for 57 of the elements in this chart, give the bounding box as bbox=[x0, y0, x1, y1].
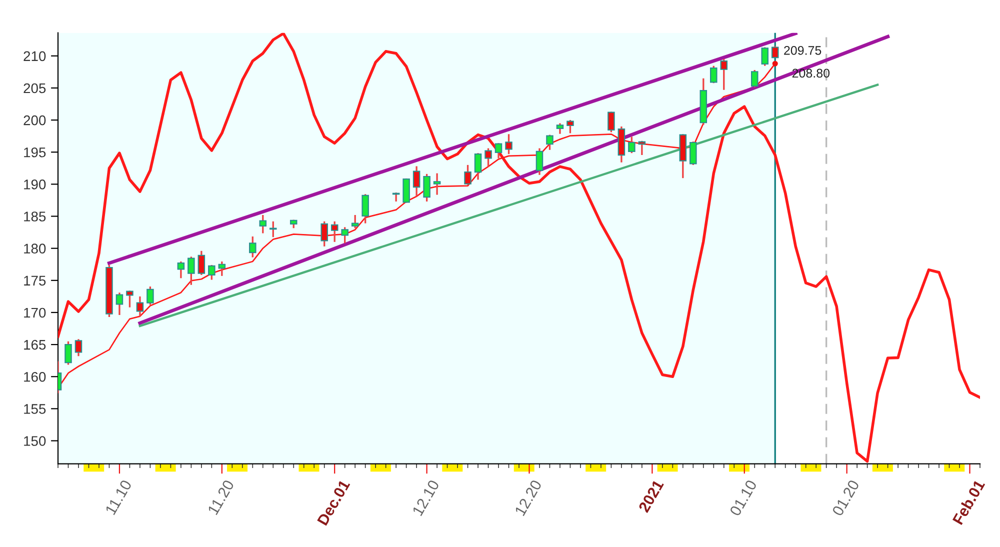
candlestick bbox=[750, 69, 758, 88]
y-tick-label: 155 bbox=[24, 404, 46, 414]
y-tick-label: 160 bbox=[24, 372, 46, 382]
candlestick bbox=[188, 256, 195, 286]
candlestick bbox=[362, 193, 369, 224]
candlestick bbox=[546, 134, 554, 151]
y-tick-label: 165 bbox=[24, 340, 46, 350]
annotation: 209.75 bbox=[784, 46, 822, 55]
candlestick bbox=[474, 152, 482, 181]
candlestick bbox=[249, 236, 256, 258]
y-tick-label: 185 bbox=[24, 212, 46, 222]
candlestick bbox=[628, 136, 636, 154]
candlestick bbox=[494, 142, 502, 160]
candlestick bbox=[412, 165, 420, 198]
y-tick-label: 190 bbox=[24, 180, 46, 190]
candlestick bbox=[177, 260, 185, 279]
candlestick bbox=[761, 46, 768, 67]
y-tick-label: 200 bbox=[24, 115, 46, 126]
candlestick bbox=[270, 220, 277, 238]
candlestick bbox=[720, 58, 728, 91]
line-series bbox=[58, 32, 980, 463]
candlestick bbox=[218, 260, 226, 277]
candlestick bbox=[198, 250, 206, 276]
candlestick bbox=[146, 286, 154, 306]
candlestick bbox=[556, 122, 564, 135]
candlestick bbox=[638, 140, 646, 156]
candlestick bbox=[484, 147, 492, 168]
candlestick bbox=[126, 290, 134, 308]
candlestick bbox=[423, 173, 430, 202]
candlestick bbox=[771, 45, 779, 59]
candlestick bbox=[351, 214, 359, 229]
y-tick-label: 205 bbox=[24, 83, 46, 94]
annotation: 208.80 bbox=[792, 68, 830, 78]
candlestick bbox=[690, 140, 697, 166]
candlestick bbox=[320, 220, 328, 248]
candlestick bbox=[566, 119, 574, 134]
y-tick-label: 150 bbox=[24, 436, 46, 446]
candlestick bbox=[74, 338, 82, 357]
y-tick-label: 180 bbox=[24, 244, 46, 254]
candlestick bbox=[464, 164, 472, 186]
candlestick bbox=[341, 226, 348, 244]
y-tick-label: 175 bbox=[24, 276, 46, 286]
candlestick bbox=[505, 133, 512, 155]
y-tick-label: 195 bbox=[24, 147, 46, 158]
candlestick bbox=[608, 110, 615, 134]
candlestick bbox=[536, 147, 544, 176]
y-tick-label: 210 bbox=[24, 51, 46, 62]
candlestick bbox=[259, 214, 267, 234]
candlestick bbox=[330, 220, 338, 243]
candlestick bbox=[136, 296, 144, 318]
candlestick bbox=[116, 292, 124, 316]
y-tick-label: 170 bbox=[24, 308, 46, 318]
candlestick bbox=[208, 264, 216, 281]
candlestick bbox=[710, 65, 718, 84]
candlestick bbox=[64, 340, 72, 366]
candlestick bbox=[433, 172, 441, 196]
candlestick bbox=[402, 178, 410, 204]
